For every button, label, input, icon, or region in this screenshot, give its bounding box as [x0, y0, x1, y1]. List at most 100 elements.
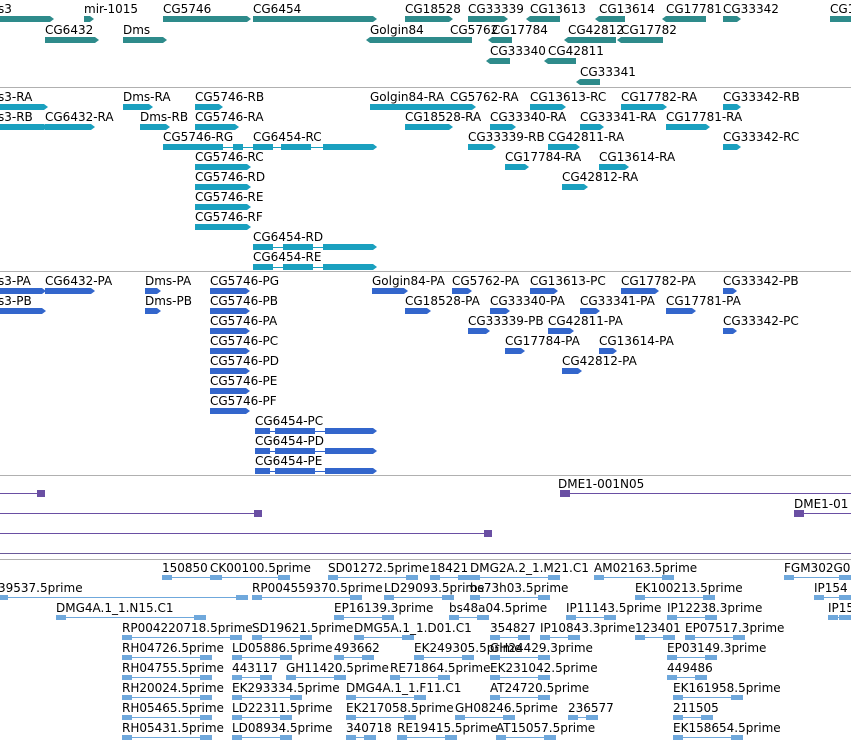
genes-feature-cg42811[interactable]	[543, 58, 576, 64]
cdna-feature-cdna-alignment-1[interactable]	[0, 510, 262, 517]
transcripts-feature-cg33341-ra[interactable]	[580, 124, 604, 130]
est-label-ek249305-5prime[interactable]: EK249305.5prime	[414, 641, 522, 655]
proteins-feature-cg17782-pa[interactable]	[621, 288, 659, 294]
proteins-label-cg17781-pa[interactable]: CG17781-PA	[666, 294, 741, 308]
est-feature-rp004559370-5prime[interactable]	[252, 595, 362, 600]
transcripts-label-cg5746-rf[interactable]: CG5746-RF	[195, 210, 263, 224]
transcripts-feature-dms-ra[interactable]	[123, 104, 153, 110]
est-label-ek217058-5prime[interactable]: EK217058.5prime	[346, 701, 454, 715]
proteins-feature-cg5746-pe[interactable]	[210, 388, 250, 394]
est-label-ep16139-3prime[interactable]: EP16139.3prime	[334, 601, 434, 615]
genes-feature-cg33341[interactable]	[575, 79, 600, 85]
est-feature-gh08246-5prime[interactable]	[455, 715, 515, 720]
genes-label-cg5746[interactable]: CG5746	[163, 2, 212, 16]
est-feature-ek161958-5prime[interactable]	[673, 695, 743, 700]
est-label-sd19621-5prime[interactable]: SD19621.5prime	[252, 621, 354, 635]
genes-label-cg42812[interactable]: CG42812	[568, 23, 624, 37]
est-label-re19415-5prime[interactable]: RE19415.5prime	[397, 721, 498, 735]
transcripts-feature-cg5762-ra[interactable]	[450, 104, 476, 110]
proteins-feature-cg6454-pd[interactable]	[255, 448, 377, 454]
transcripts-feature-cg13613-rc[interactable]	[530, 104, 566, 110]
genes-label-cg17782[interactable]: CG17782	[621, 23, 677, 37]
transcripts-feature-cg17782-ra[interactable]	[621, 104, 667, 110]
est-feature-236577[interactable]	[568, 715, 598, 720]
proteins-label-cg33339-pb[interactable]: CG33339-PB	[468, 314, 544, 328]
proteins-label-cg13613-pc[interactable]: CG13613-PC	[530, 274, 606, 288]
est-label-ip15[interactable]: IP15	[828, 601, 851, 615]
genes-feature-cg33342[interactable]	[723, 16, 741, 22]
genes-label-cg33339[interactable]: CG33339	[468, 2, 524, 16]
est-label-ek161958-5prime[interactable]: EK161958.5prime	[673, 681, 781, 695]
proteins-label-cg42811-pa[interactable]: CG42811-PA	[548, 314, 623, 328]
est-feature-bs73h03-5prime[interactable]	[470, 595, 550, 600]
est-feature-sd19621-5prime[interactable]	[252, 635, 312, 640]
est-feature-ck00100-5prime[interactable]	[210, 575, 290, 580]
est-label-sd01272-5prime[interactable]: SD01272.5prime	[328, 561, 430, 575]
est-feature-443117[interactable]	[232, 675, 272, 680]
cdna-feature-cdna-alignment-0[interactable]	[0, 490, 45, 497]
est-feature-rh04755-5prime[interactable]	[122, 675, 212, 680]
genes-feature-cg6454[interactable]	[253, 16, 377, 22]
est-label-dmg4a-1-1-n15-c1[interactable]: DMG4A.1_1.N15.C1	[56, 601, 174, 615]
transcripts-label-cg5746-ra[interactable]: CG5746-RA	[195, 110, 264, 124]
est-label-ep03149-3prime[interactable]: EP03149.3prime	[667, 641, 767, 655]
cdna-feature-dme1-001n05[interactable]	[560, 490, 851, 497]
proteins-feature-s3-pa[interactable]	[0, 288, 46, 294]
proteins-feature-cg6454-pe[interactable]	[255, 468, 377, 474]
proteins-label-cg5746-pa[interactable]: CG5746-PA	[210, 314, 278, 328]
proteins-label-cg6454-pd[interactable]: CG6454-PD	[255, 434, 325, 448]
est-label-rp004220718-5prime[interactable]: RP004220718.5prime	[122, 621, 253, 635]
est-label-443117[interactable]: 443117	[232, 661, 278, 675]
transcripts-label-cg33340-ra[interactable]: CG33340-RA	[490, 110, 567, 124]
transcripts-label-cg13613-rc[interactable]: CG13613-RC	[530, 90, 607, 104]
genes-feature-golgin84[interactable]	[365, 37, 450, 43]
est-label-493662[interactable]: 493662	[334, 641, 380, 655]
transcripts-label-cg33342-rb[interactable]: CG33342-RB	[723, 90, 800, 104]
est-feature-ld08934-5prime[interactable]	[232, 735, 292, 740]
est-feature-449486[interactable]	[667, 675, 707, 680]
est-label-340718[interactable]: 340718	[346, 721, 392, 735]
est-label-211505[interactable]: 211505	[673, 701, 719, 715]
proteins-label-cg33340-pa[interactable]: CG33340-PA	[490, 294, 565, 308]
proteins-feature-cg6454-pc[interactable]	[255, 428, 377, 434]
genes-feature-s3[interactable]	[0, 16, 54, 22]
est-label-449486[interactable]: 449486	[667, 661, 713, 675]
proteins-label-cg6454-pe[interactable]: CG6454-PE	[255, 454, 323, 468]
est-label-123401[interactable]: 123401	[635, 621, 681, 635]
proteins-label-cg5762-pa[interactable]: CG5762-PA	[452, 274, 520, 288]
transcripts-feature-cg33339-rb[interactable]	[468, 144, 496, 150]
transcripts-feature-cg6454-rd[interactable]	[253, 244, 377, 250]
genes-label-cg6432[interactable]: CG6432	[45, 23, 94, 37]
transcripts-label-s3-ra[interactable]: s3-RA	[0, 90, 33, 104]
genes-label-s3[interactable]: s3	[0, 2, 12, 16]
est-feature-ld05886-5prime[interactable]	[232, 655, 292, 660]
genes-feature-cg33340[interactable]	[485, 58, 510, 64]
est-feature-rh04726-5prime[interactable]	[122, 655, 212, 660]
est-label-ld05886-5prime[interactable]: LD05886.5prime	[232, 641, 333, 655]
genes-feature-cg5746[interactable]	[163, 16, 251, 22]
proteins-label-cg42812-pa[interactable]: CG42812-PA	[562, 354, 637, 368]
proteins-label-golgin84-pa[interactable]: Golgin84-PA	[372, 274, 445, 288]
transcripts-label-cg6432-ra[interactable]: CG6432-RA	[45, 110, 114, 124]
est-feature-gh24429-3prime[interactable]	[490, 655, 550, 660]
genes-label-cg33342[interactable]: CG33342	[723, 2, 779, 16]
proteins-label-cg5746-pd[interactable]: CG5746-PD	[210, 354, 280, 368]
est-label-rh05431-5prime[interactable]: RH05431.5prime	[122, 721, 224, 735]
transcripts-label-cg5746-rg[interactable]: CG5746-RG	[163, 130, 234, 144]
est-feature-ek249305-5prime[interactable]	[414, 655, 474, 660]
transcripts-feature-cg6454-rc[interactable]	[253, 144, 377, 150]
genes-label-cg5762[interactable]: CG5762	[450, 23, 499, 37]
est-feature-am02163-5prime[interactable]	[594, 575, 674, 580]
proteins-feature-cg5746-pg[interactable]	[210, 288, 250, 294]
proteins-label-cg33341-pa[interactable]: CG33341-PA	[580, 294, 655, 308]
genes-label-golgin84[interactable]: Golgin84	[370, 23, 424, 37]
genes-label-cg17781[interactable]: CG17781	[666, 2, 722, 16]
cdna-feature-cdna-alignment-2[interactable]	[0, 530, 492, 537]
proteins-feature-golgin84-pa[interactable]	[372, 288, 408, 294]
proteins-feature-cg33339-pb[interactable]	[468, 328, 490, 334]
genes-label-cg13614[interactable]: CG13614	[599, 2, 655, 16]
transcripts-label-cg13614-ra[interactable]: CG13614-RA	[599, 150, 676, 164]
est-feature-dmg5a-1-1-d01-c1[interactable]	[354, 635, 414, 640]
proteins-feature-cg17784-pa[interactable]	[505, 348, 525, 354]
est-feature-rh05465-5prime[interactable]	[122, 715, 212, 720]
